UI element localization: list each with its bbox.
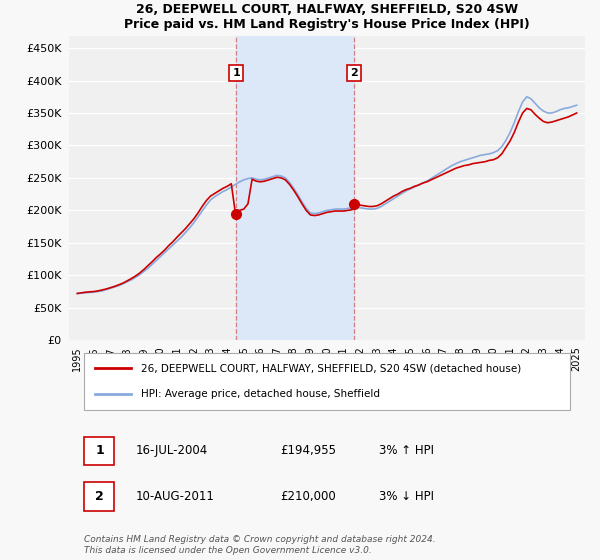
Text: 1: 1 [95, 445, 104, 458]
Text: Contains HM Land Registry data © Crown copyright and database right 2024.
This d: Contains HM Land Registry data © Crown c… [85, 535, 436, 555]
FancyBboxPatch shape [85, 482, 115, 511]
Text: 2: 2 [95, 490, 104, 503]
Text: 1: 1 [232, 68, 240, 78]
FancyBboxPatch shape [85, 437, 115, 465]
Text: £210,000: £210,000 [281, 490, 337, 503]
Text: 2: 2 [350, 68, 358, 78]
Bar [236, 36, 354, 340]
Text: 3% ↓ HPI: 3% ↓ HPI [379, 490, 434, 503]
Text: HPI: Average price, detached house, Sheffield: HPI: Average price, detached house, Shef… [141, 389, 380, 399]
Text: £194,955: £194,955 [281, 445, 337, 458]
Text: 3% ↑ HPI: 3% ↑ HPI [379, 445, 434, 458]
Title: 26, DEEPWELL COURT, HALFWAY, SHEFFIELD, S20 4SW
Price paid vs. HM Land Registry': 26, DEEPWELL COURT, HALFWAY, SHEFFIELD, … [124, 3, 530, 31]
Text: 10-AUG-2011: 10-AUG-2011 [136, 490, 215, 503]
FancyBboxPatch shape [85, 353, 569, 409]
Text: 16-JUL-2004: 16-JUL-2004 [136, 445, 208, 458]
Text: 26, DEEPWELL COURT, HALFWAY, SHEFFIELD, S20 4SW (detached house): 26, DEEPWELL COURT, HALFWAY, SHEFFIELD, … [141, 363, 521, 374]
